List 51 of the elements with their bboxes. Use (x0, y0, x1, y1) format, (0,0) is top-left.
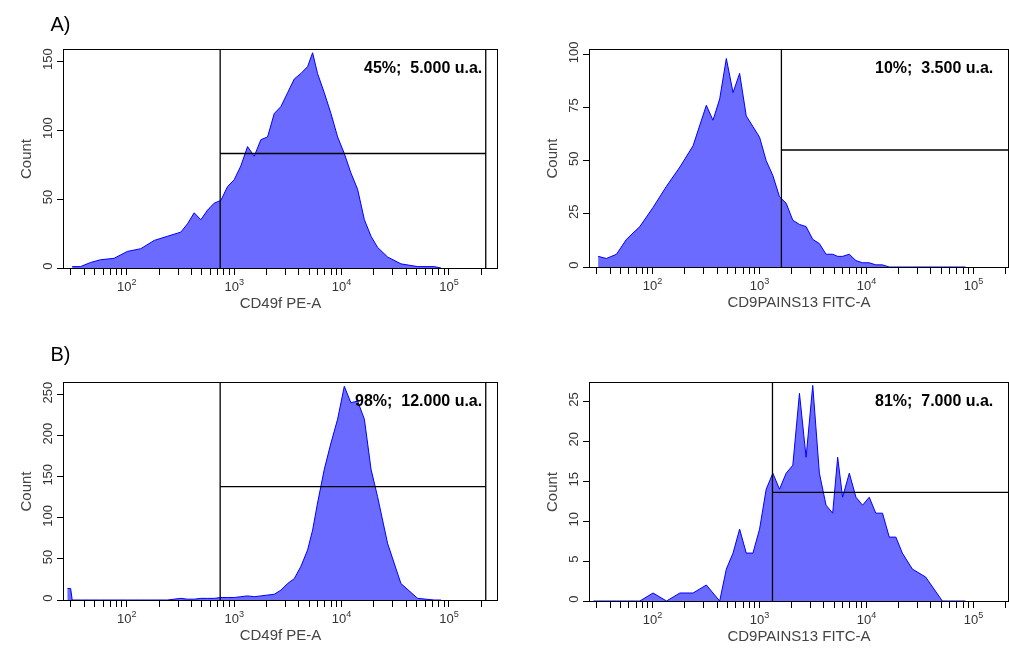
y-axis-title: Count (542, 137, 560, 179)
y-tick-label: 100 (565, 41, 581, 64)
x-axis-title: CD49f PE-A (239, 293, 322, 311)
x-tick-label: 10$^{3}$ (224, 277, 244, 294)
y-tick-label: 75 (565, 98, 581, 113)
x-tick-label: 10$^{4}$ (856, 610, 877, 627)
x-tick-label: 10$^{2}$ (642, 276, 663, 293)
annotation: 45%; 5.000 u.a. (364, 59, 483, 76)
y-tick-label: 250 (39, 381, 55, 404)
x-tick-label: 10$^{2}$ (117, 609, 137, 626)
x-tick-label: 10$^{2}$ (117, 277, 137, 294)
chart-title: A) (50, 13, 71, 35)
y-axis-title: Count (16, 470, 34, 512)
annotation: 81%; 7.000 u.a. (875, 392, 994, 409)
x-tick-label: 10$^{4}$ (856, 276, 877, 293)
y-axis-title: Count (542, 471, 560, 513)
chart-title: B) (50, 343, 71, 365)
y-tick-label: 150 (39, 463, 55, 486)
x-tick-label: 10$^{3}$ (749, 276, 770, 293)
x-tick-label: 10$^{3}$ (749, 610, 770, 627)
y-tick-label: 0 (39, 594, 55, 602)
y-tick-label: 0 (39, 262, 55, 270)
annotation: 10%; 3.500 u.a. (875, 59, 994, 76)
y-tick-label: 15 (565, 472, 581, 487)
y-tick-label: 10 (565, 511, 581, 527)
y-axis-title: Count (16, 138, 34, 180)
y-tick-label: 0 (565, 261, 581, 269)
x-tick-label: 10$^{4}$ (331, 277, 352, 294)
x-tick-label: 10$^{5}$ (963, 610, 984, 627)
x-tick-label: 10$^{3}$ (224, 609, 244, 626)
y-tick-label: 0 (565, 595, 581, 603)
y-tick-label: 50 (39, 549, 55, 565)
y-tick-label: 5 (565, 555, 581, 563)
y-tick-label: 200 (39, 422, 55, 445)
x-tick-label: 10$^{5}$ (439, 277, 459, 294)
y-tick-label: 100 (39, 505, 55, 527)
x-tick-label: 10$^{5}$ (963, 276, 984, 293)
y-tick-label: 50 (565, 151, 581, 166)
y-tick-label: 100 (39, 117, 55, 139)
annotation: 98%; 12.000 u.a. (355, 392, 483, 409)
x-axis-title: CD49f PE-A (239, 625, 322, 643)
x-axis-title: CD9PAINS13 FITC-A (727, 292, 871, 310)
y-tick-label: 25 (565, 204, 581, 220)
x-tick-label: 10$^{4}$ (331, 609, 352, 626)
y-tick-label: 20 (565, 432, 581, 447)
x-tick-label: 10$^{2}$ (642, 610, 663, 627)
y-tick-label: 150 (39, 48, 55, 70)
y-tick-label: 50 (39, 189, 55, 205)
x-tick-label: 10$^{5}$ (439, 609, 459, 626)
x-axis-title: CD9PAINS13 FITC-A (727, 626, 871, 644)
y-tick-label: 25 (565, 392, 581, 407)
